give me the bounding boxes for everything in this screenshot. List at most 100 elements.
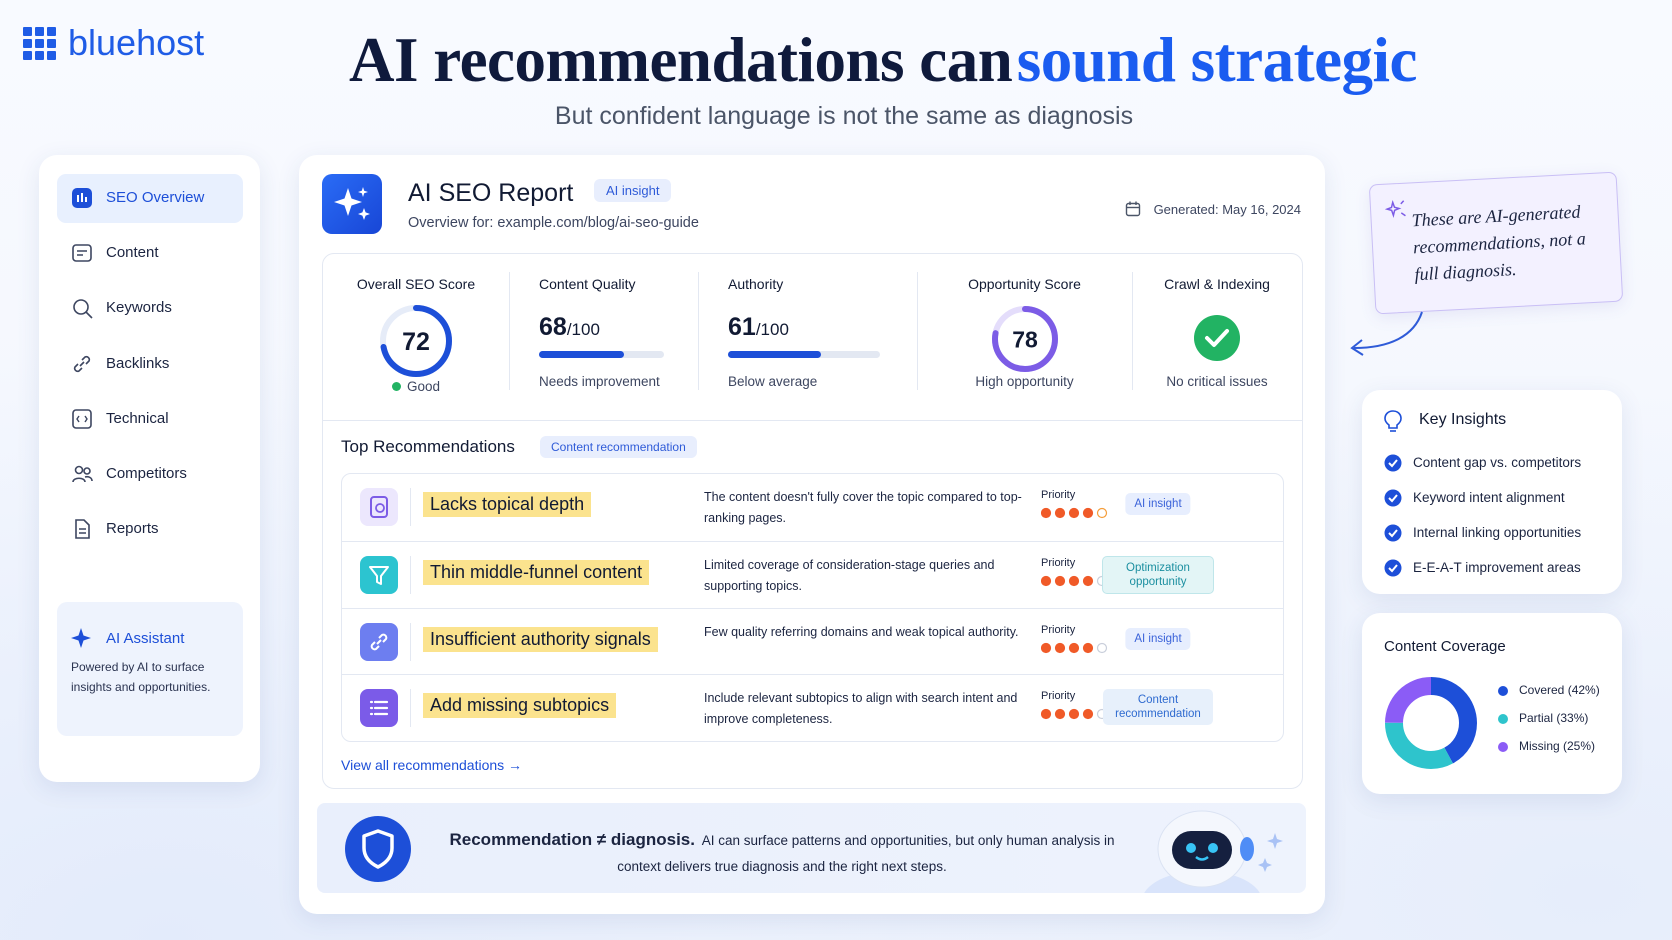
priority-dot <box>1041 575 1052 586</box>
metric-score: 68/100 <box>539 313 600 342</box>
score-max: /100 <box>755 320 789 339</box>
legend-dot <box>1498 714 1508 724</box>
nav-icon <box>72 188 92 208</box>
sparkle-icon <box>71 628 91 648</box>
nav-label: Technical <box>106 409 169 427</box>
nav-label: Backlinks <box>106 354 170 372</box>
metric-title: Authority <box>728 276 784 292</box>
legend-label: Covered (42%) <box>1519 683 1600 697</box>
calendar-icon <box>1125 201 1141 217</box>
nav-item[interactable]: Backlinks <box>57 340 243 389</box>
nav-item[interactable]: Competitors <box>57 450 243 499</box>
recommendation-row: Add missing subtopics Include relevant su… <box>342 674 1283 741</box>
recommendation-title: Insufficient authority signals <box>423 626 658 652</box>
view-all-link[interactable]: View all recommendations → <box>341 757 523 773</box>
logo-icon <box>23 27 56 60</box>
nav-item[interactable]: Technical <box>57 395 243 444</box>
note-sparkle <box>1384 199 1406 218</box>
recommendations-title: Top Recommendations <box>341 437 515 456</box>
row-divider <box>410 689 411 728</box>
check-mark <box>1205 329 1229 347</box>
glyph <box>369 565 389 585</box>
insight-check <box>1384 454 1402 472</box>
recommendation-description: The content doesn't fully cover the topi… <box>704 490 1022 525</box>
note-card: These are AI-generated recommendations, … <box>1368 171 1624 315</box>
recommendations-badge: Content recommendation <box>540 436 697 458</box>
note-arrow <box>1350 311 1423 356</box>
nav-label: Competitors <box>106 465 187 482</box>
recommendation-tag: AI insight <box>1125 627 1191 650</box>
priority-dot <box>1068 575 1080 586</box>
status-text: Needs improvement <box>539 374 660 389</box>
footer-bold: Recommendation ≠ diagnosis. <box>449 830 695 849</box>
metric-status: Needs improvement <box>539 374 660 389</box>
priority-label: Priority <box>1041 623 1076 636</box>
check-mark <box>1388 459 1398 468</box>
priority-dot <box>1054 507 1066 519</box>
nav-item[interactable]: Reports <box>57 505 243 554</box>
coverage-title: Content Coverage <box>1384 638 1506 655</box>
status-text: Good <box>406 379 441 394</box>
row-icon <box>360 488 398 526</box>
recommendation-description: Few quality referring domains and weak t… <box>704 624 1019 639</box>
priority-label: Priority <box>1041 489 1076 501</box>
priority-dot <box>1082 709 1094 720</box>
check-mark <box>1388 529 1398 538</box>
priority-dot <box>1068 507 1080 519</box>
footer-banner: Recommendation ≠ diagnosis. AI can surfa… <box>317 803 1306 893</box>
nav-icon <box>75 519 90 539</box>
recommendation-title: Thin middle-funnel content <box>423 559 650 585</box>
priority-dot <box>1041 642 1052 653</box>
nav-item[interactable]: Keywords <box>57 284 243 333</box>
legend-label: Partial (33%) <box>1519 711 1589 725</box>
metric-title: Crawl & Indexing <box>1164 276 1270 292</box>
priority-dot <box>1068 709 1080 720</box>
icon-shape <box>79 528 86 534</box>
nav-label: Reports <box>106 520 159 538</box>
donut-segment <box>1385 677 1477 769</box>
recommendation-row: Thin middle-funnel content Limited covera… <box>342 540 1283 608</box>
priority-label: Priority <box>1041 690 1076 703</box>
priority-dot <box>1096 642 1108 653</box>
insight-item: Keyword intent alignment <box>1413 490 1565 505</box>
priority-label: Priority <box>1041 556 1076 569</box>
subtitle: But confident language is not the same a… <box>554 102 1134 130</box>
icon-shape <box>72 408 92 429</box>
row-divider <box>410 622 411 661</box>
ring-arc <box>380 305 452 377</box>
icon-shape <box>83 467 91 475</box>
footer-body: AI can surface patterns and opportunitie… <box>617 833 1115 874</box>
note-text: These are AI-generated recommendations, … <box>1411 201 1587 285</box>
priority-dots <box>1041 642 1108 653</box>
priority-dot <box>1082 507 1094 519</box>
glyph <box>369 701 389 716</box>
column-divider <box>698 272 699 390</box>
metric-score: 61/100 <box>728 313 789 342</box>
nav-icon <box>72 244 92 262</box>
insight-check <box>1384 559 1402 577</box>
score-max: /100 <box>566 320 600 339</box>
header: AI recommendations can sound strategic <box>0 24 1672 97</box>
legend-label: Missing (25%) <box>1519 739 1596 753</box>
progress-bar <box>539 351 624 358</box>
nav-label: Keywords <box>106 299 172 317</box>
insight-item: Internal linking opportunities <box>1413 525 1582 540</box>
assistant-box: AI Assistant Powered by AI to surface in… <box>57 602 243 736</box>
title-part2: sound strategic <box>1016 25 1418 95</box>
metric-title: Overall SEO Score <box>356 276 476 292</box>
nav-item[interactable]: SEO Overview <box>57 174 243 223</box>
column-divider <box>1132 272 1133 390</box>
recommendation-row: Insufficient authority signals Few qualit… <box>342 607 1283 675</box>
insight-item: E-E-A-T improvement areas <box>1413 560 1581 575</box>
priority-dot <box>1054 709 1066 720</box>
sidebar: AI Assistant Powered by AI to surface in… <box>39 155 260 782</box>
report-card: AI SEO Report AI insight Overview for: e… <box>299 155 1325 914</box>
report-badge: AI insight <box>594 179 672 202</box>
assistant-text: Powered by AI to surface insights and op… <box>71 660 211 694</box>
nav-icon <box>73 299 93 319</box>
nav-item[interactable]: Content <box>57 229 243 278</box>
insight-item: Content gap vs. competitors <box>1413 455 1582 470</box>
priority-dot <box>1082 642 1094 653</box>
key-insights-title: Key Insights <box>1419 411 1507 428</box>
metric-title: Content Quality <box>539 276 636 292</box>
